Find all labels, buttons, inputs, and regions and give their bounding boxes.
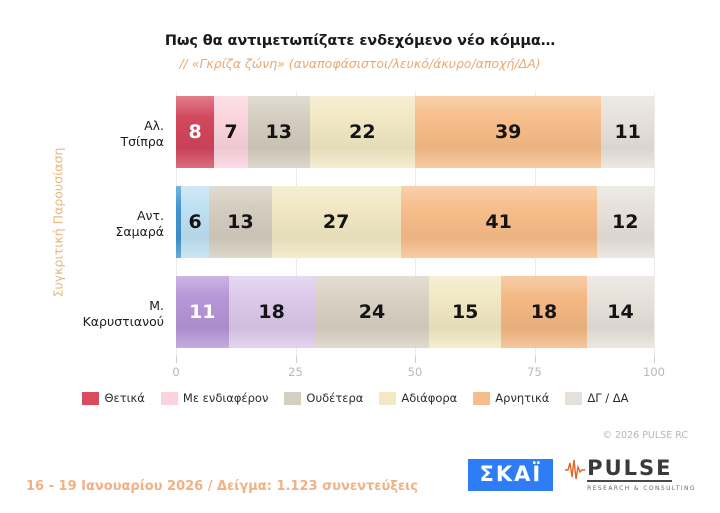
bar-segment-value: 12 [612, 211, 639, 233]
bar-segment: 13 [209, 186, 272, 258]
legend-item[interactable]: ΔΓ / ΔΑ [565, 391, 629, 405]
x-axis-tick [534, 356, 536, 363]
bar-segment [176, 186, 181, 258]
waveform-icon [565, 459, 586, 480]
legend-item[interactable]: Αρνητικά [473, 391, 549, 405]
bar-segment-value: 22 [349, 121, 376, 143]
x-axis-tick [654, 356, 655, 363]
bar-segment-value: 15 [451, 301, 479, 323]
bar-segment: 6 [180, 186, 210, 258]
x-axis-tick [176, 356, 177, 363]
legend-label: Ουδέτερα [306, 391, 364, 405]
row-label-line1: Μ. [149, 298, 164, 313]
legend-item[interactable]: Ουδέτερα [284, 391, 363, 405]
legend-swatch [82, 391, 100, 405]
legend-label: Με ενδιαφέρον [182, 391, 269, 405]
legend-label: Αδιάφορα [401, 391, 458, 405]
x-axis-tick-label: 25 [288, 365, 303, 379]
bar-segment: 18 [228, 276, 315, 348]
survey-period-text: 16 - 19 Ιανουαρίου 2026 / Δείγμα: 1.123 … [26, 479, 418, 494]
bar-segment-value: 24 [358, 301, 386, 323]
bar-segment-value: 11 [189, 301, 216, 323]
bar-segment-value: 13 [265, 121, 292, 143]
pulse-logo-word: PULSE [587, 456, 673, 482]
bar-segment: 15 [429, 276, 502, 348]
x-axis-tick [415, 356, 416, 363]
bar-segment-value: 11 [614, 121, 641, 143]
legend-label: Θετικά [104, 391, 145, 405]
row-label-tsipras: Αλ. Τσίπρα [44, 118, 165, 150]
x-axis: 0 25 50 75 100 [172, 356, 665, 386]
bar-row-tsipras: 8 7 13 22 39 11 [176, 96, 654, 168]
bar-segment: 39 [414, 96, 602, 168]
bar-row-samaras: 6 13 27 41 12 [176, 186, 654, 258]
bar-row-karystianou: 11 18 24 15 18 14 [176, 276, 654, 348]
row-label-line1: Αλ. [144, 118, 164, 133]
row-label-samaras: Αντ. Σαμαρά [44, 208, 164, 240]
bar-segment: 11 [176, 276, 229, 348]
legend-swatch [284, 391, 302, 405]
row-label-line2: Καρυστιανού [82, 314, 164, 329]
bar-segment: 27 [271, 186, 401, 258]
page-subtitle: // «Γκρίζα ζώνη» (αναποφάσιστοι/λευκό/άκ… [179, 56, 541, 71]
bar-segment-value: 13 [227, 211, 254, 233]
bar-segment: 18 [501, 276, 588, 348]
bar-segment-value: 27 [322, 211, 350, 233]
pulse-logo-top: PULSE [565, 456, 673, 482]
bar-segment-value: 6 [188, 211, 202, 233]
bar-segment-value: 39 [494, 121, 522, 143]
bar-segment: 24 [314, 276, 430, 348]
row-label-line2: Σαμαρά [115, 224, 164, 239]
x-axis-tick-label: 0 [172, 365, 180, 379]
bar-segment: 22 [309, 96, 415, 168]
legend-label: ΔΓ / ΔΑ [587, 391, 629, 405]
legend-label: Αρνητικά [495, 391, 550, 405]
bar-segment: 11 [601, 96, 654, 168]
page-title: Πως θα αντιμετωπίζατε ενδεχόμενο νέο κόμ… [164, 33, 556, 49]
row-label-line2: Τσίπρα [120, 134, 165, 149]
legend-item[interactable]: Με ενδιαφέρον [160, 391, 269, 405]
bar-segment-value: 14 [607, 301, 634, 323]
row-label-line1: Αντ. [136, 208, 164, 223]
pulse-logo: PULSE RESEARCH & CONSULTING [565, 458, 696, 492]
bar-segment: 12 [596, 186, 654, 258]
legend-swatch [379, 391, 397, 405]
bar-segment: 14 [587, 276, 654, 348]
x-axis-tick-label: 75 [527, 365, 542, 379]
bar-segment: 41 [400, 186, 597, 258]
legend: Θετικά Με ενδιαφέρον Ουδέτερα Αδιάφορα Αρνητ… [0, 391, 720, 405]
legend-swatch [160, 391, 178, 405]
legend-swatch [473, 391, 491, 405]
bar-segment-value: 18 [258, 301, 285, 323]
x-axis-tick-label: 50 [407, 365, 423, 379]
x-axis-tick [295, 356, 297, 363]
bar-segment: 13 [247, 96, 310, 168]
skai-logo: ΣΚΑΪ [468, 459, 554, 491]
gridline [654, 92, 655, 356]
bar-segment-value: 41 [485, 211, 512, 233]
legend-swatch [565, 391, 583, 405]
bar-segment-value: 18 [530, 301, 558, 323]
pulse-logo-sub: RESEARCH & CONSULTING [587, 485, 696, 492]
bar-segment-value: 8 [188, 121, 202, 143]
bar-segment: 8 [176, 96, 215, 168]
bar-segment: 7 [214, 96, 248, 168]
x-axis-tick-label: 100 [643, 365, 665, 379]
legend-item[interactable]: Αδιάφορα [379, 391, 457, 405]
logos: ΣΚΑΪ PULSE RESEARCH & CONSULTING [468, 458, 696, 492]
copyright-text: © 2026 PULSE RC [602, 430, 688, 441]
bar-segment-value: 7 [224, 121, 238, 143]
row-label-karystianou: Μ. Καρυστιανού [44, 298, 164, 330]
legend-item[interactable]: Θετικά [82, 391, 145, 405]
